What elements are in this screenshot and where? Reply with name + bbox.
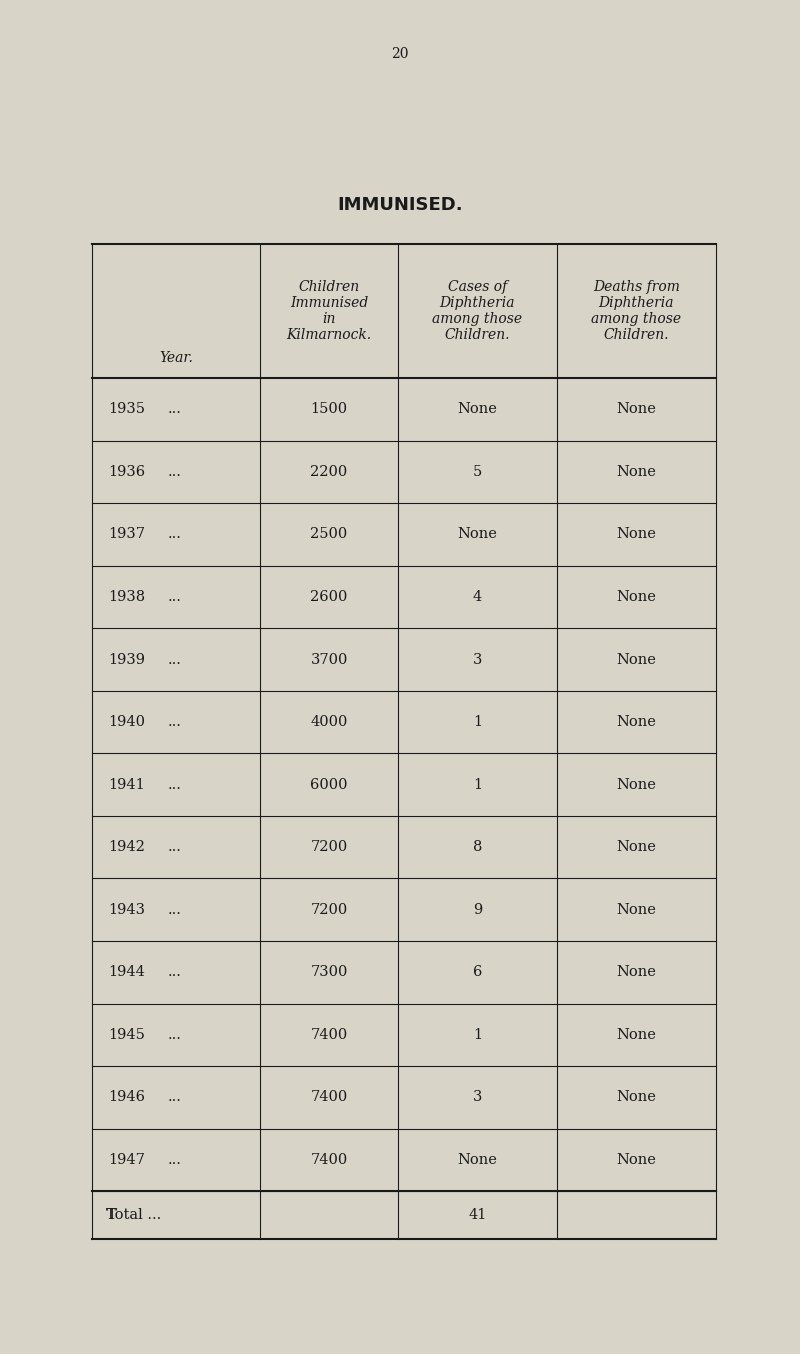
Text: 1936: 1936 [108,464,145,479]
Text: ...: ... [168,1090,182,1105]
Text: 1944: 1944 [108,965,145,979]
Text: 1943: 1943 [108,903,145,917]
Text: Deaths from
Diphtheria
among those
Children.: Deaths from Diphtheria among those Child… [591,279,682,343]
Text: None: None [617,1090,656,1105]
Text: ...: ... [168,653,182,666]
Text: 20: 20 [391,47,409,61]
Text: 1: 1 [473,715,482,728]
Text: 6000: 6000 [310,777,348,792]
Text: 7400: 7400 [310,1152,348,1167]
Text: None: None [617,590,656,604]
Text: None: None [617,464,656,479]
Text: 2200: 2200 [310,464,348,479]
Text: 1942: 1942 [108,839,145,854]
Text: ...: ... [168,839,182,854]
Text: 1938: 1938 [108,590,145,604]
Text: ...: ... [168,464,182,479]
Text: Cases of
Diphtheria
among those
Children.: Cases of Diphtheria among those Children… [432,279,522,343]
Text: 1940: 1940 [108,715,145,728]
Text: ...: ... [168,965,182,979]
Text: 3: 3 [473,1090,482,1105]
Text: 8: 8 [473,839,482,854]
Text: ...: ... [168,777,182,792]
Text: Total ...: Total ... [106,1208,162,1223]
Text: None: None [617,653,656,666]
Text: ...: ... [168,1028,182,1041]
Text: 5: 5 [473,464,482,479]
Text: ...: ... [168,1152,182,1167]
Text: ...: ... [168,402,182,416]
Text: None: None [617,715,656,728]
Text: None: None [458,402,498,416]
Text: 1: 1 [473,777,482,792]
Text: 1935: 1935 [108,402,145,416]
Text: None: None [617,1028,656,1041]
Text: Year.: Year. [159,351,193,364]
Text: 9: 9 [473,903,482,917]
Text: ...: ... [168,590,182,604]
Text: 7200: 7200 [310,839,348,854]
Text: 4000: 4000 [310,715,348,728]
Text: 1937: 1937 [108,528,145,542]
Text: T: T [106,1208,117,1223]
Text: 1946: 1946 [108,1090,145,1105]
Text: None: None [458,1152,498,1167]
Text: 7300: 7300 [310,965,348,979]
Text: 1939: 1939 [108,653,145,666]
Text: 1: 1 [473,1028,482,1041]
Text: None: None [617,965,656,979]
Text: 3700: 3700 [310,653,348,666]
Text: 41: 41 [468,1208,486,1223]
Text: IMMUNISED.: IMMUNISED. [337,196,463,214]
Text: Children
Immunised
in
Kilmarnock.: Children Immunised in Kilmarnock. [286,279,372,343]
Text: None: None [617,1152,656,1167]
Text: 1500: 1500 [310,402,348,416]
Text: None: None [617,777,656,792]
Text: 7200: 7200 [310,903,348,917]
Text: 3: 3 [473,653,482,666]
Text: 1945: 1945 [108,1028,145,1041]
Text: ...: ... [168,715,182,728]
Text: 2500: 2500 [310,528,348,542]
Text: 1941: 1941 [108,777,145,792]
Text: None: None [458,528,498,542]
Text: 2600: 2600 [310,590,348,604]
Text: None: None [617,402,656,416]
Text: 7400: 7400 [310,1028,348,1041]
Text: 7400: 7400 [310,1090,348,1105]
Text: ...: ... [168,903,182,917]
Text: None: None [617,839,656,854]
Text: 6: 6 [473,965,482,979]
Text: None: None [617,903,656,917]
Text: 1947: 1947 [108,1152,145,1167]
Text: ...: ... [168,528,182,542]
Text: None: None [617,528,656,542]
Text: 4: 4 [473,590,482,604]
